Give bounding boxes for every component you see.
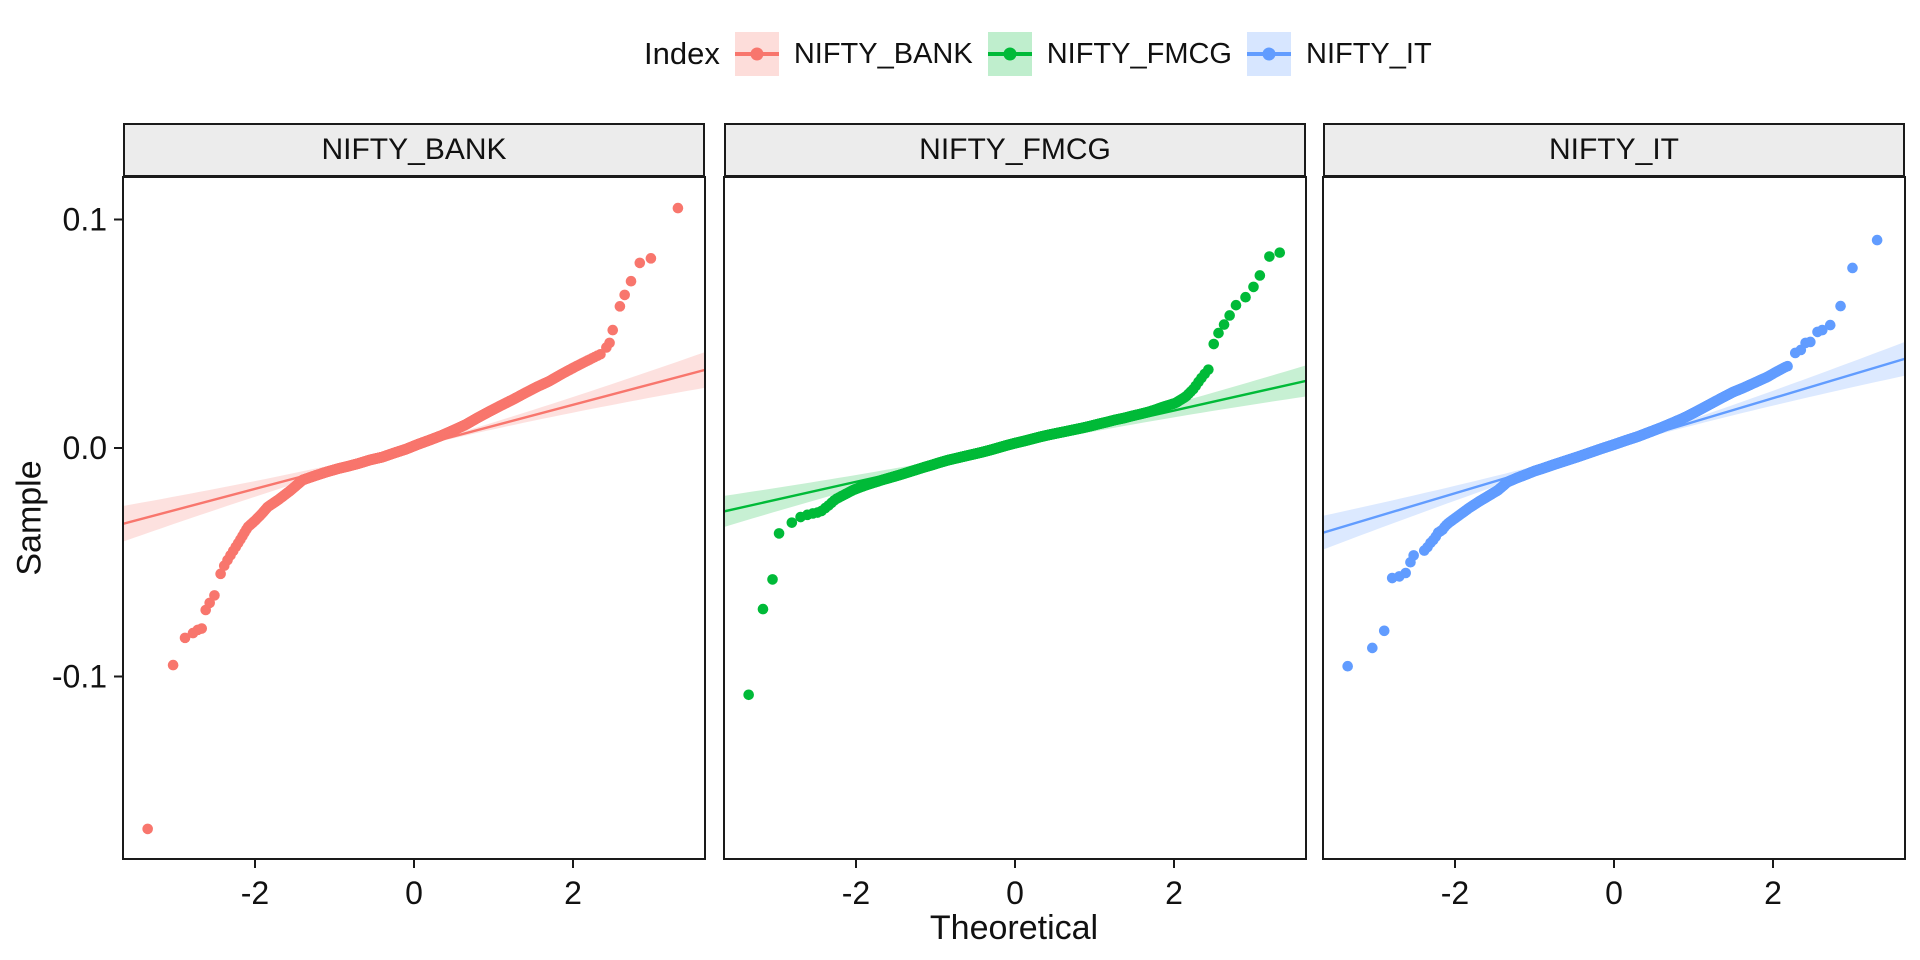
x-tick-label: 0: [405, 875, 423, 911]
qq-point: [215, 568, 226, 580]
qq-point: [1230, 299, 1242, 311]
x-tick-label: -2: [842, 875, 870, 911]
legend-label: NIFTY_BANK: [793, 37, 973, 70]
qq-point: [1248, 281, 1259, 293]
y-tick-label: 0.0: [63, 430, 107, 466]
legend-point-icon: [1262, 47, 1276, 61]
qq-point: [1213, 327, 1224, 339]
qq-point: [1816, 324, 1828, 336]
qq-panel-NIFTY_FMCG: [724, 247, 1306, 701]
facet-strip-label: NIFTY_BANK: [321, 133, 507, 166]
qq-point: [786, 517, 798, 528]
qq-point: [645, 253, 657, 264]
legend-key-swatch: [1247, 32, 1291, 76]
qq-point: [1400, 567, 1412, 579]
x-tick-label: 2: [1764, 875, 1782, 911]
legend-item-nifty-fmcg: NIFTY_FMCG: [987, 32, 1232, 76]
qq-point: [1835, 300, 1846, 312]
qq-point: [1254, 270, 1266, 281]
facet-strip-nifty-it: NIFTY_IT: [1323, 123, 1905, 177]
x-tick-label: 0: [1006, 875, 1024, 911]
x-tick-label: -2: [1441, 875, 1469, 911]
qq-point: [634, 257, 646, 269]
qq-point: [1824, 319, 1836, 331]
qq-point: [614, 301, 626, 312]
qq-point: [1342, 660, 1353, 672]
x-tick-label: 0: [1605, 875, 1623, 911]
qq-point: [619, 289, 630, 301]
qq-point: [196, 623, 208, 634]
qq-point: [1378, 625, 1390, 637]
panel-border: [122, 176, 706, 860]
qq-point: [1274, 247, 1286, 258]
qq-point: [773, 528, 785, 539]
qq-point: [1203, 364, 1214, 375]
qq-point: [1240, 291, 1251, 303]
qq-point: [672, 202, 684, 214]
legend-key-swatch: [987, 32, 1032, 76]
qq-point: [607, 324, 619, 336]
qq-panel-NIFTY_BANK: [123, 202, 705, 835]
qq-point: [1224, 310, 1235, 321]
qq-point: [1871, 234, 1883, 246]
panel-border: [723, 176, 1307, 860]
qq-point: [142, 823, 153, 835]
qq-point: [604, 337, 615, 349]
qq-point: [1208, 338, 1220, 350]
legend-point-icon: [750, 47, 764, 61]
qq-point: [757, 603, 769, 615]
legend: Index NIFTY_BANK NIFTY_FMCG NIFTY_IT: [644, 32, 1432, 76]
qq-point: [1264, 251, 1275, 262]
legend-item-nifty-it: NIFTY_IT: [1247, 32, 1432, 76]
legend-key-swatch: [734, 32, 779, 76]
qq-point: [1805, 336, 1816, 348]
qq-point: [1367, 642, 1378, 654]
qq-point: [625, 275, 637, 287]
legend-label: NIFTY_FMCG: [1046, 37, 1232, 70]
x-tick-label: 2: [564, 875, 582, 911]
qq-point: [1847, 262, 1858, 274]
legend-title: Index: [644, 36, 720, 71]
qq-point: [767, 574, 778, 585]
y-tick-label: 0.1: [63, 202, 107, 238]
facet-strip-label: NIFTY_FMCG: [919, 133, 1111, 166]
qq-point: [209, 590, 220, 601]
legend-label: NIFTY_IT: [1306, 37, 1432, 70]
qq-point: [743, 689, 754, 701]
x-tick-label: -2: [241, 875, 269, 911]
facet-strip-nifty-fmcg: NIFTY_FMCG: [724, 123, 1306, 177]
qq-point: [179, 632, 191, 644]
legend-item-nifty-bank: NIFTY_BANK: [734, 32, 973, 76]
qq-point: [1782, 360, 1793, 372]
facet-strip-nifty-bank: NIFTY_BANK: [123, 123, 705, 177]
qq-point: [1408, 550, 1419, 561]
y-tick-label: -0.1: [52, 659, 107, 695]
panel-border: [1322, 176, 1906, 860]
legend-point-icon: [1003, 47, 1017, 61]
qq-point: [204, 597, 215, 609]
qq-panel-NIFTY_IT: [1323, 234, 1905, 672]
x-tick-label: 2: [1165, 875, 1183, 911]
facet-strip-label: NIFTY_IT: [1548, 133, 1679, 166]
x-axis-title: Theoretical: [929, 909, 1099, 947]
qq-point: [167, 659, 179, 671]
qq-point: [1218, 319, 1230, 330]
